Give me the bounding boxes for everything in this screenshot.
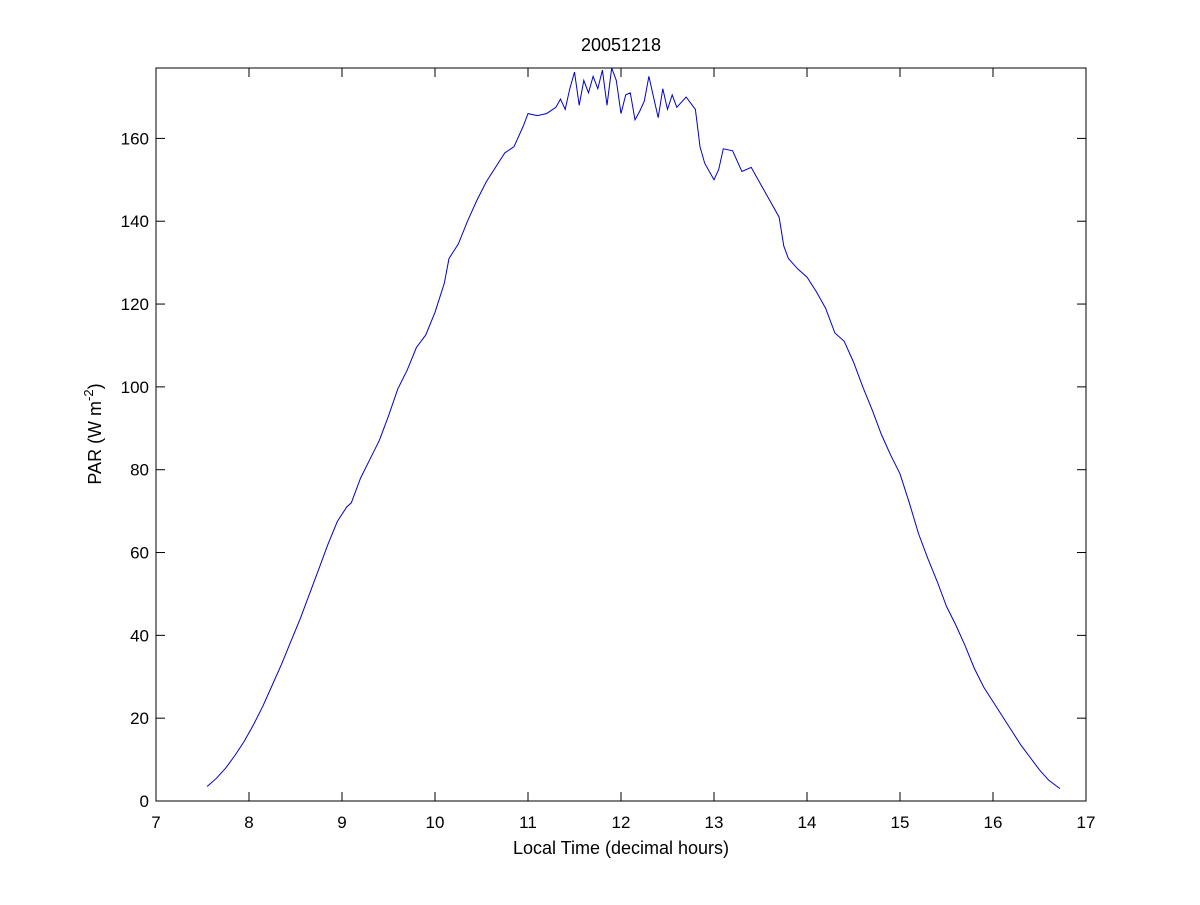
chart-title: 20051218 xyxy=(581,35,661,55)
x-tick-label: 7 xyxy=(151,813,160,832)
y-tick-label: 140 xyxy=(121,212,149,231)
x-tick-label: 11 xyxy=(519,813,537,832)
x-tick-label: 17 xyxy=(1077,813,1096,832)
y-tick-label: 120 xyxy=(121,295,149,314)
plot-area xyxy=(155,67,1087,802)
y-tick-label: 40 xyxy=(130,626,149,645)
x-tick-label: 12 xyxy=(612,813,631,832)
y-tick-label: 100 xyxy=(121,378,149,397)
y-tick-label: 80 xyxy=(130,461,149,480)
axis-ticks: 7 8 9 10 11 12 13 14 15 16 17 0 20 40 60 80 100 120 140 160 xyxy=(121,68,1096,832)
y-tick-label: 20 xyxy=(130,709,149,728)
y-tick-label: 160 xyxy=(121,129,149,148)
x-tick-label: 15 xyxy=(891,813,910,832)
y-axis-label-base: PAR (W m xyxy=(85,401,105,485)
x-tick-label: 13 xyxy=(705,813,724,832)
x-tick-label: 10 xyxy=(426,813,445,832)
x-tick-label: 16 xyxy=(984,813,1003,832)
series-line-0 xyxy=(206,67,1061,790)
y-axis-label-superscript: -2 xyxy=(81,389,96,401)
y-tick-label: 60 xyxy=(130,544,149,563)
y-tick-label: 0 xyxy=(140,792,149,811)
series-layer xyxy=(206,67,1061,790)
x-tick-label: 8 xyxy=(244,813,253,832)
x-tick-label: 14 xyxy=(798,813,817,832)
y-axis-label-close: ) xyxy=(85,383,105,389)
y-axis-label: PAR (W m-2) xyxy=(81,383,105,484)
x-axis-label: Local Time (decimal hours) xyxy=(513,838,729,858)
x-tick-label: 9 xyxy=(337,813,346,832)
